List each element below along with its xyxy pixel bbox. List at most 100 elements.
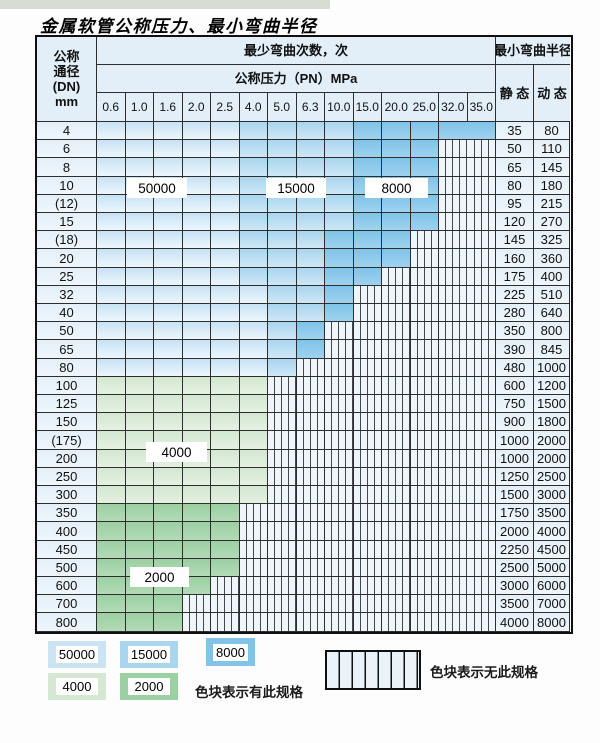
spec-cell <box>268 285 297 305</box>
spec-cell <box>268 376 297 396</box>
spec-cell <box>439 540 468 559</box>
spec-cell <box>410 577 439 596</box>
static-radius-value: 50 <box>496 140 534 159</box>
spec-cell <box>125 376 154 396</box>
spec-cell <box>325 267 354 286</box>
spec-cell <box>439 285 468 305</box>
spec-cell <box>439 340 468 359</box>
static-radius-value: 225 <box>496 285 534 305</box>
dn-label: 500 <box>37 558 97 578</box>
spec-cell <box>467 140 496 159</box>
static-radius-value: 3500 <box>496 595 534 614</box>
spec-cell <box>296 449 325 468</box>
spec-cell <box>97 231 126 250</box>
spec-cell <box>439 613 468 632</box>
spec-cell <box>439 194 468 214</box>
spec-cell <box>154 376 183 396</box>
spec-cell <box>325 304 354 323</box>
spec-cell <box>467 522 496 541</box>
dn-label: 80 <box>37 358 97 377</box>
spec-cell <box>467 340 496 359</box>
spec-cell <box>382 467 411 487</box>
spec-cell <box>182 558 211 578</box>
spec-cell <box>296 358 325 377</box>
spec-cell <box>125 504 154 523</box>
spec-cell <box>410 540 439 559</box>
spec-cell <box>382 376 411 396</box>
spec-cell <box>239 176 268 195</box>
spec-cell <box>239 431 268 450</box>
spec-cell <box>410 194 439 214</box>
static-radius-value: 1000 <box>496 449 534 468</box>
legend-swatch-label: 4000 <box>56 678 98 695</box>
spec-cell <box>296 158 325 177</box>
spec-cell <box>467 395 496 414</box>
spec-cell <box>97 358 126 377</box>
dynamic-radius-value: 4000 <box>534 522 570 541</box>
spec-cell <box>382 595 411 614</box>
dn-label: 8 <box>37 158 97 177</box>
spec-cell <box>439 122 468 141</box>
spec-cell <box>239 395 268 414</box>
spec-cell <box>268 267 297 286</box>
spec-cell <box>211 231 240 250</box>
spec-cell <box>154 595 183 614</box>
spec-cell <box>211 122 240 141</box>
spec-cell <box>211 449 240 468</box>
spec-cell <box>382 577 411 596</box>
spec-cell <box>239 376 268 396</box>
spec-cell <box>353 431 382 450</box>
spec-cell <box>410 613 439 632</box>
spec-cell <box>239 158 268 177</box>
spec-cell <box>410 340 439 359</box>
spec-cell <box>125 285 154 305</box>
spec-cell <box>268 140 297 159</box>
static-radius-value: 1250 <box>496 467 534 487</box>
spec-cell <box>268 486 297 505</box>
spec-cell <box>125 322 154 341</box>
corner-header-dn: 公称 通径 (DN) mm <box>37 37 97 122</box>
spec-cell <box>296 140 325 159</box>
spec-cell <box>325 431 354 450</box>
spec-cell <box>439 558 468 578</box>
spec-cell <box>268 577 297 596</box>
spec-cell <box>268 504 297 523</box>
spec-cell <box>325 249 354 268</box>
spec-cell <box>239 595 268 614</box>
spec-cell <box>239 577 268 596</box>
spec-cell <box>154 540 183 559</box>
spec-cell <box>296 395 325 414</box>
spec-cell <box>97 158 126 177</box>
spec-cell <box>467 249 496 268</box>
spec-cell <box>325 194 354 214</box>
spec-cell <box>382 340 411 359</box>
spec-cell <box>182 504 211 523</box>
spec-cell <box>97 413 126 432</box>
spec-cell <box>353 413 382 432</box>
spec-cell <box>382 358 411 377</box>
static-radius-value: 80 <box>496 176 534 195</box>
spec-cell <box>211 413 240 432</box>
dynamic-radius-value: 270 <box>534 213 570 232</box>
pressure-header: 公称压力（PN）MPa <box>97 65 496 93</box>
spec-cell <box>97 613 126 632</box>
spec-cell <box>268 358 297 377</box>
static-column-header: 静 态 <box>496 65 534 122</box>
spec-cell <box>125 304 154 323</box>
spec-cell <box>439 158 468 177</box>
dn-label: 125 <box>37 395 97 414</box>
spec-cell <box>467 231 496 250</box>
spec-cell <box>211 304 240 323</box>
spec-cell <box>211 176 240 195</box>
spec-cell <box>325 376 354 396</box>
legend-swatch-label: 8000 <box>212 643 249 661</box>
spec-cell <box>211 467 240 487</box>
dn-label: 800 <box>37 613 97 632</box>
legend-swatch-50000: 50000 <box>48 641 106 668</box>
region-cycle-label-2000: 2000 <box>131 568 188 586</box>
pressure-tick-2.0: 2.0 <box>182 93 211 122</box>
spec-cell <box>154 358 183 377</box>
spec-cell <box>182 613 211 632</box>
dn-label: 450 <box>37 540 97 559</box>
dn-label: 4 <box>37 122 97 141</box>
